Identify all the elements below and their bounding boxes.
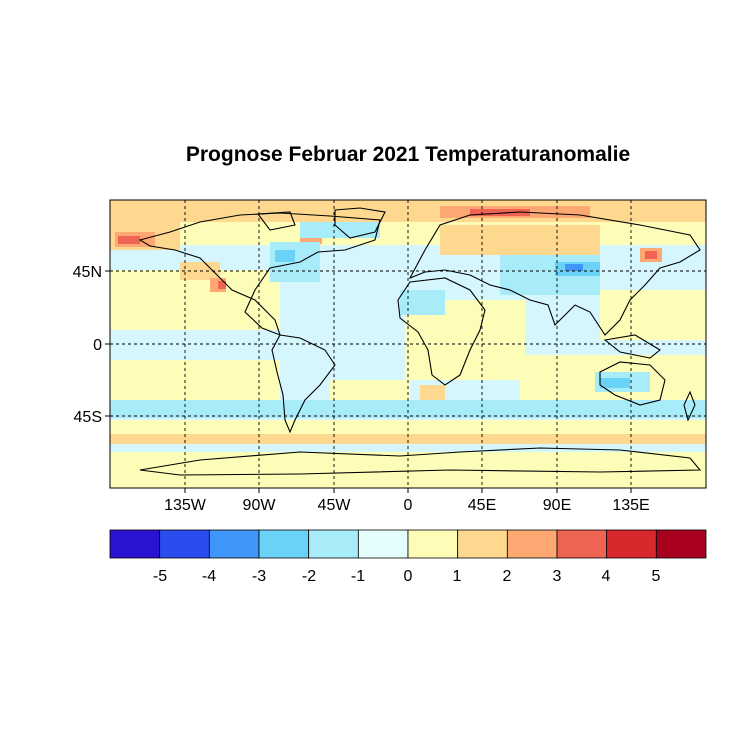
lon-label: 135W [164,497,207,514]
colorbar-swatch [308,529,359,559]
lon-labels: 135W 90W 45W 0 45E 90E 135E [164,497,650,514]
lon-label: 45E [468,497,496,514]
map-title: Prognose Februar 2021 Temperaturanomalie [185,143,631,166]
colorbar-labels: -5 -4 -3 -2 -1 0 1 2 3 4 5 [153,568,661,585]
map-panel [110,200,706,488]
colorbar-swatch [357,529,409,559]
lon-label: 45W [318,497,352,514]
anomaly-hot [118,209,657,289]
colorbar-swatch [556,529,608,559]
colorbar-swatch [407,529,459,559]
colorbar-label: 5 [652,568,661,585]
colorbar-label: -5 [153,568,167,585]
colorbar-label: 0 [404,568,413,585]
colorbar-swatch [208,529,260,559]
colorbar-label: -1 [351,568,365,585]
colorbar-swatch [457,529,508,559]
colorbar-swatch [159,529,210,559]
colorbar-swatch [606,529,657,559]
lon-label: 135E [612,497,649,514]
colorbar-swatch [258,529,310,559]
lat-label: 45S [74,409,102,426]
colorbar-swatch [655,529,707,559]
colorbar-label: 2 [503,568,512,585]
colorbar-swatch [109,529,161,559]
colorbar-label: -3 [252,568,266,585]
colorbar [109,529,707,559]
colorbar-label: -4 [202,568,216,585]
gridlines [110,200,706,488]
colorbar-swatch [506,529,558,559]
lat-labels: 45N 0 45S [73,264,102,426]
lon-label: 90W [243,497,277,514]
lat-label: 45N [73,264,102,281]
lon-label: 0 [404,497,413,514]
axis-ticks [105,270,632,493]
colorbar-label: 4 [602,568,611,585]
anomaly-cold-extreme [565,264,583,271]
coastlines [138,207,702,476]
lon-label: 90E [543,497,571,514]
lat-label: 0 [93,337,102,354]
colorbar-label: -2 [302,568,316,585]
colorbar-label: 1 [453,568,462,585]
colorbar-label: 3 [553,568,562,585]
